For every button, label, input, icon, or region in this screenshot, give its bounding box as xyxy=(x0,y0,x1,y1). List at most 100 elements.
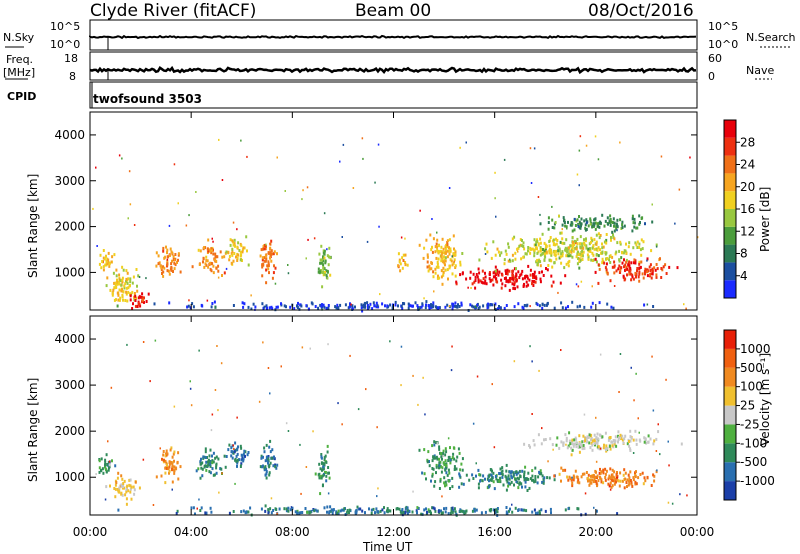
data-cell xyxy=(102,268,105,272)
data-cell xyxy=(616,224,619,227)
data-cell xyxy=(543,438,545,442)
data-cell xyxy=(423,246,426,250)
data-cell xyxy=(454,266,457,269)
data-cell xyxy=(354,305,356,309)
data-cell xyxy=(509,507,511,511)
data-cell xyxy=(459,468,462,472)
data-cell xyxy=(668,464,670,467)
data-cell xyxy=(432,270,435,274)
data-cell xyxy=(319,270,322,274)
data-cell xyxy=(577,223,580,226)
data-cell xyxy=(454,301,457,305)
data-cell xyxy=(604,251,607,254)
data-cell xyxy=(112,271,115,275)
data-cell xyxy=(166,262,169,266)
data-cell xyxy=(546,302,549,306)
data-cell xyxy=(546,268,549,272)
colorbar-swatch xyxy=(724,137,736,156)
data-cell xyxy=(560,440,563,444)
colorbar-tick-label: -1000 xyxy=(740,474,775,488)
data-cell xyxy=(494,511,497,514)
data-cell xyxy=(599,471,602,475)
data-cell xyxy=(639,248,642,252)
data-cell xyxy=(640,238,643,242)
data-cell xyxy=(272,509,275,512)
data-cell xyxy=(454,253,457,257)
data-cell xyxy=(478,473,481,477)
data-cell xyxy=(608,219,611,223)
x-tick-label: 04:00 xyxy=(174,525,209,539)
data-cell xyxy=(107,468,110,472)
data-cell xyxy=(164,459,167,463)
data-cell xyxy=(511,276,514,280)
data-cell xyxy=(434,480,437,484)
data-cell xyxy=(455,512,458,516)
data-cell xyxy=(444,268,447,272)
data-cell xyxy=(585,244,588,248)
data-cell xyxy=(377,487,379,490)
data-cell xyxy=(597,445,600,449)
data-cell xyxy=(588,433,591,437)
data-cell xyxy=(613,470,616,474)
data-cell xyxy=(203,246,205,250)
data-cell xyxy=(417,507,420,510)
data-cell xyxy=(481,479,484,483)
data-cell xyxy=(613,237,616,241)
data-cell xyxy=(241,250,244,254)
data-cell xyxy=(596,222,599,226)
data-cell xyxy=(394,303,397,307)
colorbar-tick-label: 1000 xyxy=(740,342,771,356)
data-cell xyxy=(327,306,330,310)
data-cell xyxy=(523,478,526,482)
data-cell xyxy=(505,279,508,283)
data-cell xyxy=(620,256,623,260)
data-cell xyxy=(407,302,410,306)
data-cell xyxy=(350,303,352,306)
data-cell xyxy=(134,294,137,298)
data-cell xyxy=(166,251,168,255)
data-cell xyxy=(236,464,238,468)
data-cell xyxy=(549,437,552,441)
data-cell xyxy=(131,307,134,310)
data-cell xyxy=(665,272,668,275)
nave-label: Nave xyxy=(746,64,775,77)
data-cell xyxy=(117,298,120,302)
data-cell xyxy=(597,437,600,441)
data-cell xyxy=(212,473,215,477)
data-cell xyxy=(581,440,584,444)
data-cell xyxy=(137,296,140,300)
data-cell xyxy=(320,261,323,265)
data-cell xyxy=(323,249,326,253)
data-cell xyxy=(601,250,604,254)
data-cell xyxy=(457,447,460,451)
freq-label-1: Freq. xyxy=(6,53,34,66)
data-cell xyxy=(528,278,531,282)
data-cell xyxy=(503,258,506,262)
data-cell xyxy=(231,450,234,454)
data-cell xyxy=(635,226,638,230)
data-cell xyxy=(625,258,628,262)
data-cell xyxy=(235,454,238,458)
data-cell xyxy=(211,237,213,240)
data-cell xyxy=(247,305,250,309)
data-cell xyxy=(453,468,456,471)
data-cell xyxy=(567,305,569,309)
colorbar-tick-label: -25 xyxy=(740,417,760,431)
data-cell xyxy=(113,281,116,285)
data-cell xyxy=(214,255,217,259)
data-cell xyxy=(434,509,437,513)
data-cell xyxy=(633,225,636,229)
data-cell xyxy=(452,452,455,456)
data-cell xyxy=(550,259,553,263)
data-cell xyxy=(217,269,220,273)
data-cell xyxy=(503,262,506,266)
data-cell xyxy=(659,453,661,456)
data-cell xyxy=(517,477,520,481)
data-cell xyxy=(444,484,446,488)
data-cell xyxy=(263,247,266,251)
data-cell xyxy=(446,255,449,259)
data-cell xyxy=(114,283,117,287)
data-cell xyxy=(517,486,520,490)
data-cell xyxy=(440,269,443,273)
data-cell xyxy=(576,305,579,309)
